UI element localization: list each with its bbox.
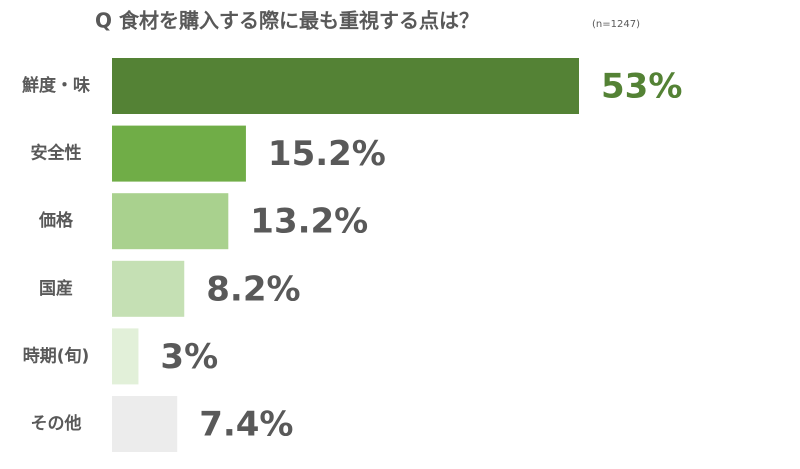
chart-title: Q 食材を購入する際に最も重視する点は？ [95, 9, 479, 33]
chart-subtitle: (n=1247) [592, 19, 640, 30]
bar [112, 260, 185, 317]
category-label: 安全性 [31, 143, 82, 164]
bar [112, 396, 178, 452]
bar [112, 58, 579, 114]
value-label: 7.4% [199, 405, 293, 445]
category-label: 価格 [38, 210, 74, 231]
bar [112, 193, 229, 250]
category-label: 時期(旬) [23, 345, 90, 366]
category-label: 国産 [39, 278, 73, 299]
category-label: 鮮度・味 [22, 75, 90, 96]
value-label: 15.2% [268, 134, 386, 174]
bar [112, 125, 246, 182]
value-label: 53% [601, 67, 682, 107]
bar [112, 328, 139, 385]
value-label: 3% [160, 337, 218, 377]
value-label: 13.2% [250, 202, 368, 242]
value-label: 8.2% [206, 269, 300, 309]
category-label: その他 [31, 413, 82, 434]
